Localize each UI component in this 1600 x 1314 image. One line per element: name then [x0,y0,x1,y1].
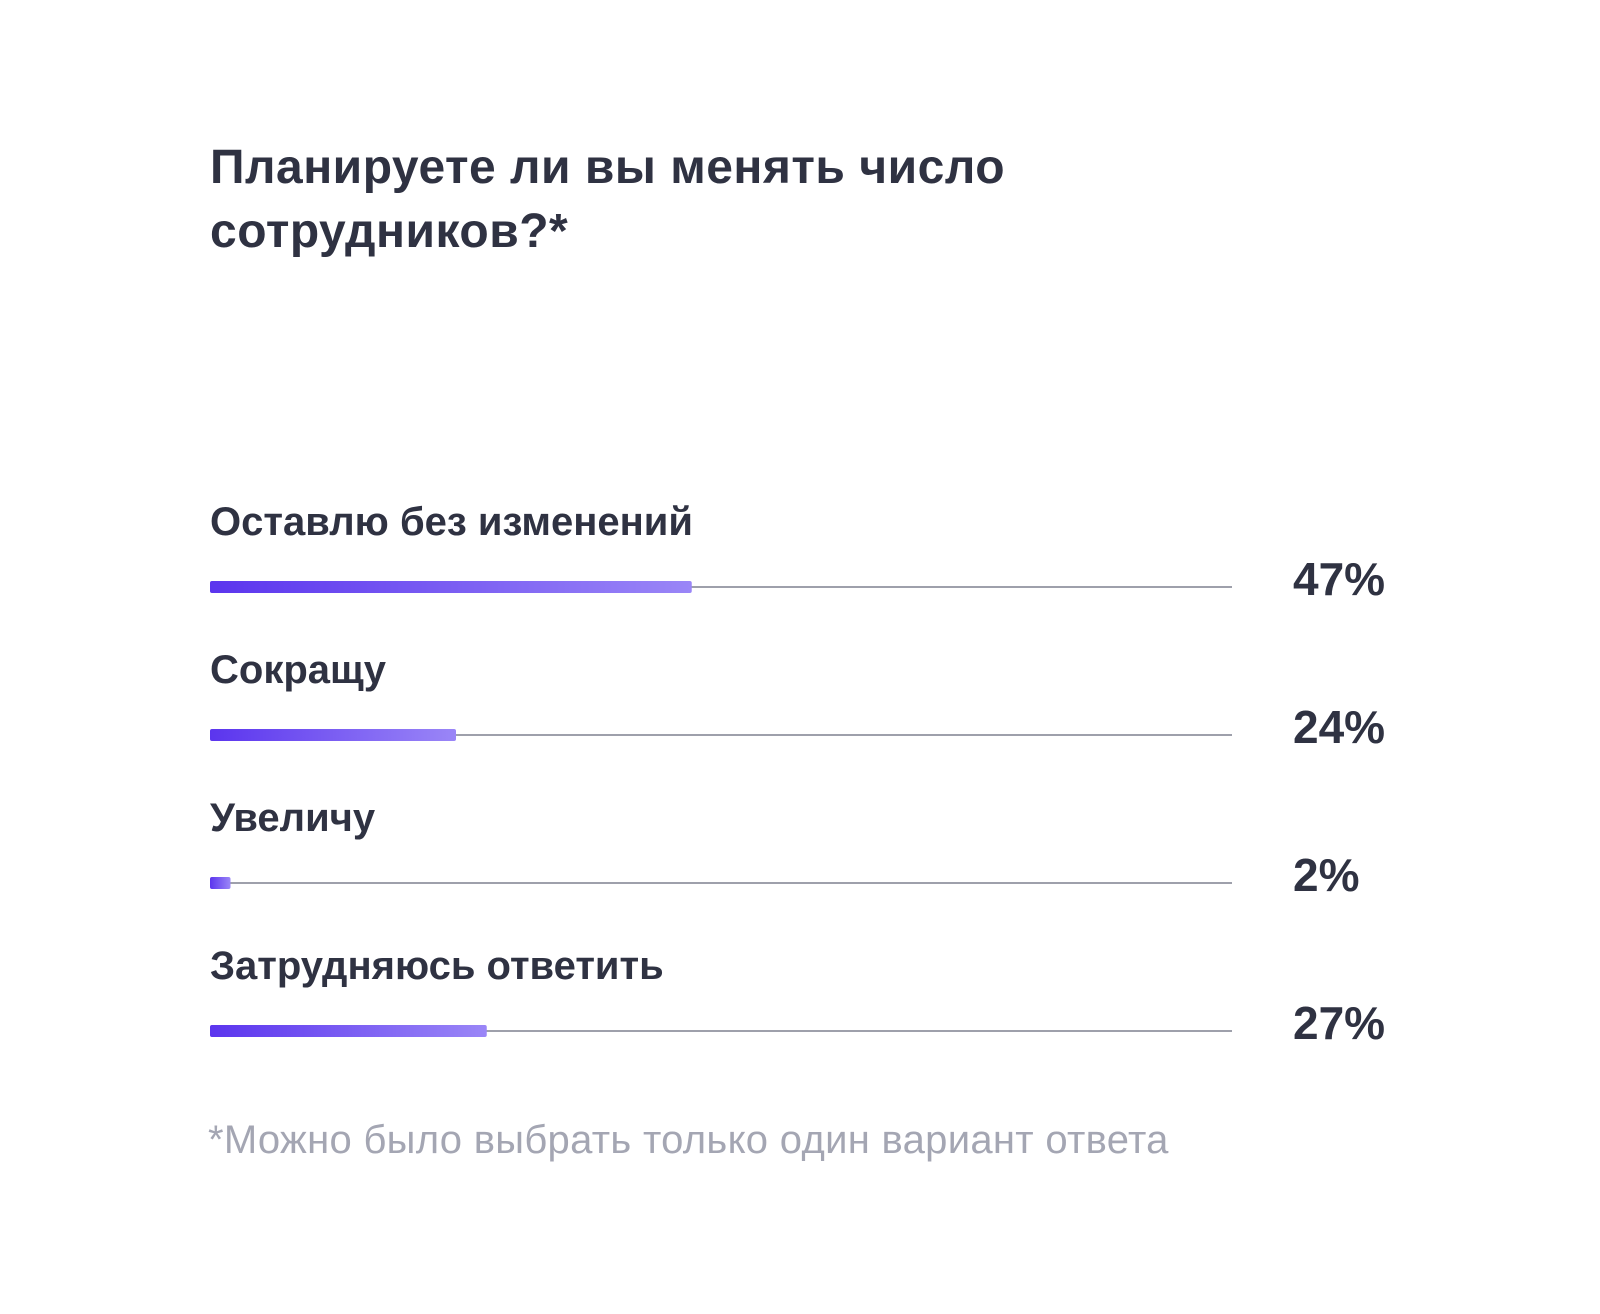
category-label: Сокращу [210,648,387,692]
category-label: Затрудняюсь ответить [210,944,664,988]
chart-footnote: *Можно было выбрать только один вариант … [208,1118,1169,1162]
category-label: Оставлю без изменений [210,500,693,544]
category-label: Увеличу [210,796,376,840]
bar [210,877,231,889]
bar [210,581,692,593]
bar [210,1025,487,1037]
bar [210,729,456,741]
value-label: 27% [1293,997,1385,1049]
value-label: 2% [1293,849,1359,901]
value-label: 47% [1293,553,1385,605]
value-label: 24% [1293,701,1385,753]
chart-title: Планируете ли вы менять число сотруднико… [210,141,1006,258]
